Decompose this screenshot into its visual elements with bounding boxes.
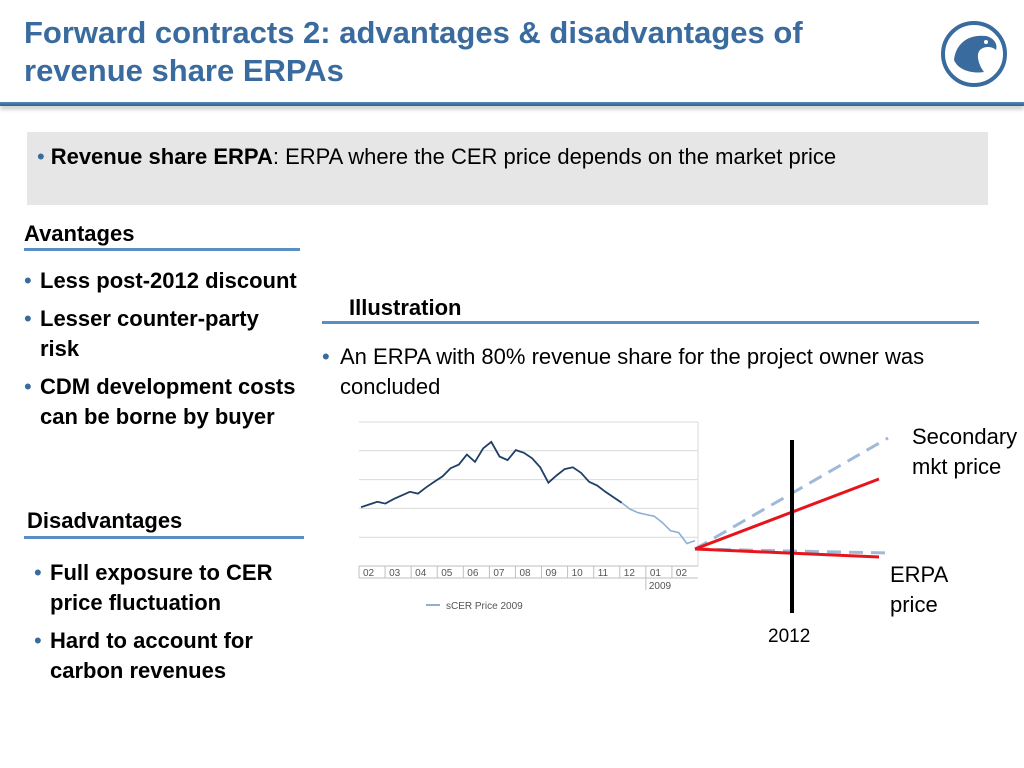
erpa-price-label: ERPA price [890, 562, 948, 617]
secondary-price-label: Secondary mkt price [912, 424, 1018, 479]
list-item: Less post-2012 discount [24, 266, 304, 296]
chart-x-tick-label: 02 [676, 568, 688, 579]
list-item: Lesser counter-party risk [24, 304, 304, 364]
definition-text: : ERPA where the CER price depends on th… [272, 144, 837, 169]
bullet-icon: • [37, 144, 45, 169]
chart-x-tick-label: 06 [467, 568, 479, 579]
list-item: CDM development costs can be borne by bu… [24, 372, 304, 432]
chart-x-sub-label: 2009 [649, 581, 672, 592]
chart-x-tick-label: 05 [441, 568, 453, 579]
chart-x-tick-label: 11 [598, 568, 609, 579]
advantages-list: Less post-2012 discount Lesser counter-p… [24, 266, 304, 440]
chart-x-tick-label: 02 [363, 568, 375, 579]
definition-term: Revenue share ERPA [50, 144, 273, 169]
disadvantages-heading: Disadvantages [27, 508, 183, 533]
chart-x-tick-label: 03 [389, 568, 401, 579]
list-item: Hard to account for carbon revenues [34, 626, 304, 686]
chart-x-tick-label: 07 [493, 568, 505, 579]
chart-x-tick-label: 04 [415, 568, 427, 579]
illustration-sentence: An ERPA with 80% revenue share for the p… [340, 344, 925, 399]
chart-x-tick-label: 08 [519, 568, 531, 579]
bullet-icon: • [322, 344, 330, 369]
secondary-price-red-line [694, 477, 880, 551]
disadvantages-rule [24, 536, 304, 539]
slide-title: Forward contracts 2: advantages & disadv… [24, 15, 803, 88]
erpa-price-red-line [694, 547, 880, 559]
title-divider [0, 102, 1024, 106]
list-item: Full exposure to CER price fluctuation [34, 558, 304, 618]
advantages-heading: Avantages [24, 221, 135, 246]
chart-x-tick-label: 12 [624, 568, 636, 579]
disadvantages-list: Full exposure to CER price fluctuation H… [34, 558, 304, 694]
illustration-heading: Illustration [349, 295, 462, 320]
year-label: 2012 [768, 626, 811, 647]
chart-x-tick-label: 01 [650, 568, 662, 579]
definition-box: • Revenue share ERPA: ERPA where the CER … [27, 132, 988, 205]
chart-x-tick-label: 09 [546, 568, 558, 579]
scer-price-line-recent [621, 502, 696, 545]
illustration-rule [322, 321, 979, 324]
logo-icon [941, 21, 1007, 87]
chart-x-tick-label: 10 [572, 568, 584, 579]
illustration-text: • An ERPA with 80% revenue share for the … [322, 342, 992, 402]
legend-label: sCER Price 2009 [446, 601, 523, 612]
scer-price-line [360, 440, 623, 509]
advantages-rule [24, 248, 300, 251]
